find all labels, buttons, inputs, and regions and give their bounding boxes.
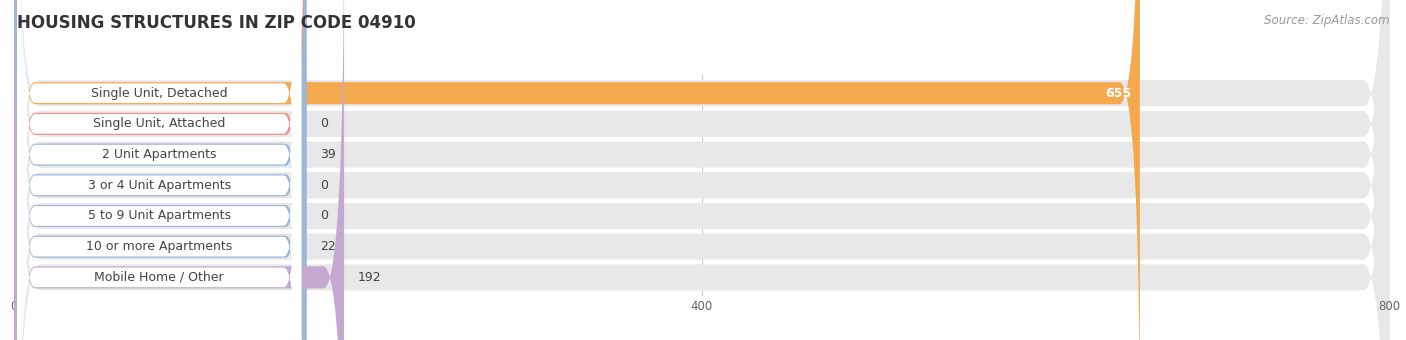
Text: 0: 0 [321, 209, 328, 222]
FancyBboxPatch shape [17, 0, 301, 340]
Text: Single Unit, Detached: Single Unit, Detached [91, 87, 228, 100]
FancyBboxPatch shape [14, 0, 1389, 340]
Text: Single Unit, Attached: Single Unit, Attached [93, 117, 225, 131]
Text: Mobile Home / Other: Mobile Home / Other [94, 271, 224, 284]
Text: 655: 655 [1105, 87, 1132, 100]
FancyBboxPatch shape [14, 0, 1389, 340]
FancyBboxPatch shape [14, 0, 1389, 340]
FancyBboxPatch shape [17, 0, 301, 340]
FancyBboxPatch shape [14, 0, 1389, 340]
FancyBboxPatch shape [17, 0, 301, 340]
Text: HOUSING STRUCTURES IN ZIP CODE 04910: HOUSING STRUCTURES IN ZIP CODE 04910 [17, 14, 416, 32]
FancyBboxPatch shape [17, 0, 301, 340]
FancyBboxPatch shape [14, 0, 1389, 340]
Text: 3 or 4 Unit Apartments: 3 or 4 Unit Apartments [87, 179, 231, 192]
FancyBboxPatch shape [14, 0, 307, 340]
FancyBboxPatch shape [17, 0, 301, 340]
Text: 2 Unit Apartments: 2 Unit Apartments [103, 148, 217, 161]
Text: 0: 0 [321, 117, 328, 131]
Text: 192: 192 [357, 271, 381, 284]
Text: 10 or more Apartments: 10 or more Apartments [86, 240, 232, 253]
FancyBboxPatch shape [14, 0, 307, 340]
FancyBboxPatch shape [14, 0, 1389, 340]
Text: 39: 39 [321, 148, 336, 161]
Text: 5 to 9 Unit Apartments: 5 to 9 Unit Apartments [87, 209, 231, 222]
FancyBboxPatch shape [14, 0, 307, 340]
FancyBboxPatch shape [14, 0, 307, 340]
FancyBboxPatch shape [14, 0, 1140, 340]
FancyBboxPatch shape [17, 0, 301, 340]
FancyBboxPatch shape [17, 0, 301, 340]
FancyBboxPatch shape [14, 0, 1389, 340]
Text: Source: ZipAtlas.com: Source: ZipAtlas.com [1264, 14, 1389, 27]
FancyBboxPatch shape [14, 0, 307, 340]
Text: 22: 22 [321, 240, 336, 253]
Text: 0: 0 [321, 179, 328, 192]
FancyBboxPatch shape [14, 0, 344, 340]
